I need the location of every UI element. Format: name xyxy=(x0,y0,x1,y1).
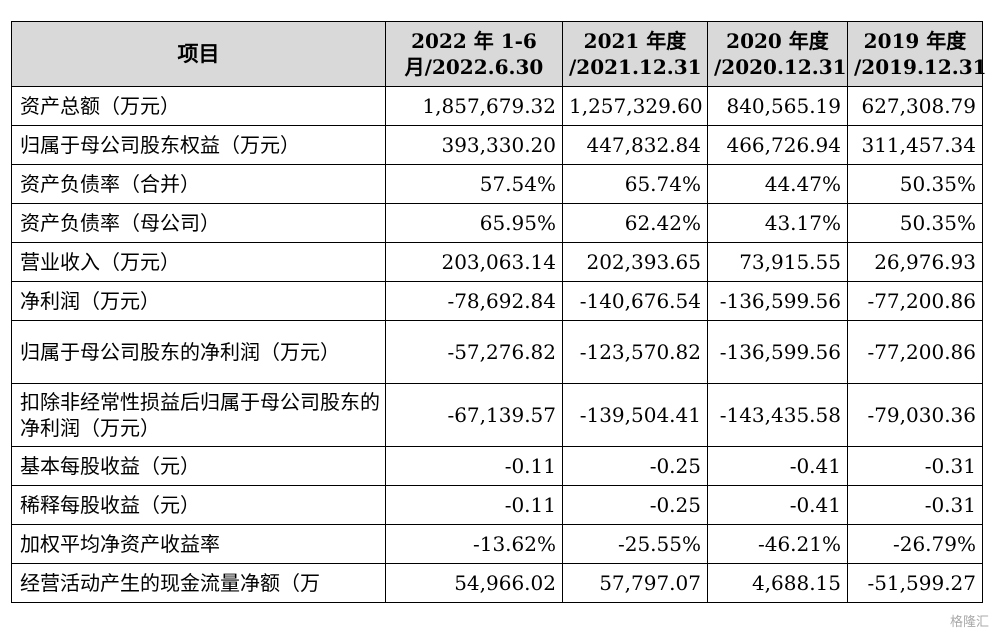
table-cell: 57,797.07 xyxy=(562,563,708,603)
table-cell: -143,435.58 xyxy=(707,383,848,447)
table-cell: 43.17% xyxy=(707,203,848,243)
table-cell: -77,200.86 xyxy=(847,320,983,384)
table-cell: -139,504.41 xyxy=(562,383,708,447)
table-cell: -46.21% xyxy=(707,524,848,564)
table-cell: -25.55% xyxy=(562,524,708,564)
row-label: 扣除非经常性损益后归属于母公司股东的净利润（万元） xyxy=(11,383,386,447)
header-2019: 2019 年度 /2019.12.31 xyxy=(847,21,987,87)
table-row: 营业收入（万元） 203,063.14 202,393.65 73,915.55… xyxy=(11,242,983,282)
header-row: 项目 2022 年 1-6 月/2022.6.30 2021 年度 /2021.… xyxy=(11,21,987,87)
table-cell: 26,976.93 xyxy=(847,242,983,282)
header-2021-line2: /2021.12.31 xyxy=(569,55,702,79)
row-label: 资产负债率（合并） xyxy=(11,164,386,204)
table-row: 归属于母公司股东权益（万元） 393,330.20 447,832.84 466… xyxy=(11,125,983,165)
table-cell: 1,857,679.32 xyxy=(385,86,563,126)
table-cell: -0.25 xyxy=(562,446,708,486)
row-label: 稀释每股收益（元） xyxy=(11,485,386,525)
table-cell: -0.11 xyxy=(385,446,563,486)
table-row: 经营活动产生的现金流量净额（万 54,966.02 57,797.07 4,68… xyxy=(11,563,983,603)
row-label: 归属于母公司股东的净利润（万元） xyxy=(11,320,386,384)
table-cell: -0.25 xyxy=(562,485,708,525)
row-label: 加权平均净资产收益率 xyxy=(11,524,386,564)
row-label: 资产负债率（母公司） xyxy=(11,203,386,243)
table-cell: -26.79% xyxy=(847,524,983,564)
table-cell: 65.74% xyxy=(562,164,708,204)
table-row: 资产负债率（母公司） 65.95% 62.42% 43.17% 50.35% xyxy=(11,203,983,243)
table-cell: 627,308.79 xyxy=(847,86,983,126)
row-label: 归属于母公司股东权益（万元） xyxy=(11,125,386,165)
table-cell: 62.42% xyxy=(562,203,708,243)
table-cell: 840,565.19 xyxy=(707,86,848,126)
table-cell: 44.47% xyxy=(707,164,848,204)
table-cell: -0.31 xyxy=(847,446,983,486)
table-cell: -0.41 xyxy=(707,446,848,486)
table-cell: -136,599.56 xyxy=(707,281,848,321)
row-label: 基本每股收益（元） xyxy=(11,446,386,486)
table-cell: -123,570.82 xyxy=(562,320,708,384)
table-cell: -57,276.82 xyxy=(385,320,563,384)
table-cell: 393,330.20 xyxy=(385,125,563,165)
row-label: 经营活动产生的现金流量净额（万 xyxy=(11,563,386,603)
table-cell: 466,726.94 xyxy=(707,125,848,165)
table-cell: -79,030.36 xyxy=(847,383,983,447)
table-cell: -136,599.56 xyxy=(707,320,848,384)
table-cell: -77,200.86 xyxy=(847,281,983,321)
header-2020: 2020 年度 /2020.12.31 xyxy=(707,21,848,87)
table-cell: -0.31 xyxy=(847,485,983,525)
table-cell: 447,832.84 xyxy=(562,125,708,165)
header-2022h1-line1: 2022 年 1-6 xyxy=(411,29,537,53)
header-2019-line2: /2019.12.31 xyxy=(854,55,987,79)
table-cell: -51,599.27 xyxy=(847,563,983,603)
table-cell: -13.62% xyxy=(385,524,563,564)
table-cell: 202,393.65 xyxy=(562,242,708,282)
table-row: 资产总额（万元） 1,857,679.32 1,257,329.60 840,5… xyxy=(11,86,983,126)
financial-summary-table: 项目 2022 年 1-6 月/2022.6.30 2021 年度 /2021.… xyxy=(11,21,987,603)
table-row: 净利润（万元） -78,692.84 -140,676.54 -136,599.… xyxy=(11,281,983,321)
table-row: 加权平均净资产收益率 -13.62% -25.55% -46.21% -26.7… xyxy=(11,524,983,564)
table-cell: 311,457.34 xyxy=(847,125,983,165)
header-2021-line1: 2021 年度 xyxy=(583,29,687,53)
table-row: 基本每股收益（元） -0.11 -0.25 -0.41 -0.31 xyxy=(11,446,983,486)
table-cell: -67,139.57 xyxy=(385,383,563,447)
table-row: 扣除非经常性损益后归属于母公司股东的净利润（万元） -67,139.57 -13… xyxy=(11,383,983,447)
table-cell: 65.95% xyxy=(385,203,563,243)
header-2022h1: 2022 年 1-6 月/2022.6.30 xyxy=(385,21,563,87)
row-label: 资产总额（万元） xyxy=(11,86,386,126)
table-cell: 203,063.14 xyxy=(385,242,563,282)
table-cell: 73,915.55 xyxy=(707,242,848,282)
header-2021: 2021 年度 /2021.12.31 xyxy=(562,21,708,87)
financial-table-container: 项目 2022 年 1-6 月/2022.6.30 2021 年度 /2021.… xyxy=(11,21,987,603)
table-cell: -0.41 xyxy=(707,485,848,525)
table-cell: 57.54% xyxy=(385,164,563,204)
header-2019-line1: 2019 年度 xyxy=(863,29,967,53)
watermark-text: 格隆汇 xyxy=(949,615,989,630)
table-cell: 1,257,329.60 xyxy=(562,86,708,126)
table-cell: 4,688.15 xyxy=(707,563,848,603)
header-2020-line1: 2020 年度 xyxy=(726,29,829,53)
watermark-logo: 格隆汇 xyxy=(950,611,989,630)
header-item: 项目 xyxy=(11,21,386,87)
table-cell: -0.11 xyxy=(385,485,563,525)
row-label: 营业收入（万元） xyxy=(11,242,386,282)
table-row: 归属于母公司股东的净利润（万元） -57,276.82 -123,570.82 … xyxy=(11,320,983,384)
header-2022h1-line2: 月/2022.6.30 xyxy=(404,55,544,79)
header-2020-line2: /2020.12.31 xyxy=(714,55,847,79)
table-cell: 50.35% xyxy=(847,203,983,243)
row-label: 净利润（万元） xyxy=(11,281,386,321)
table-cell: -140,676.54 xyxy=(562,281,708,321)
table-row: 稀释每股收益（元） -0.11 -0.25 -0.41 -0.31 xyxy=(11,485,983,525)
table-cell: 50.35% xyxy=(847,164,983,204)
table-cell: 54,966.02 xyxy=(385,563,563,603)
table-cell: -78,692.84 xyxy=(385,281,563,321)
table-row: 资产负债率（合并） 57.54% 65.74% 44.47% 50.35% xyxy=(11,164,983,204)
